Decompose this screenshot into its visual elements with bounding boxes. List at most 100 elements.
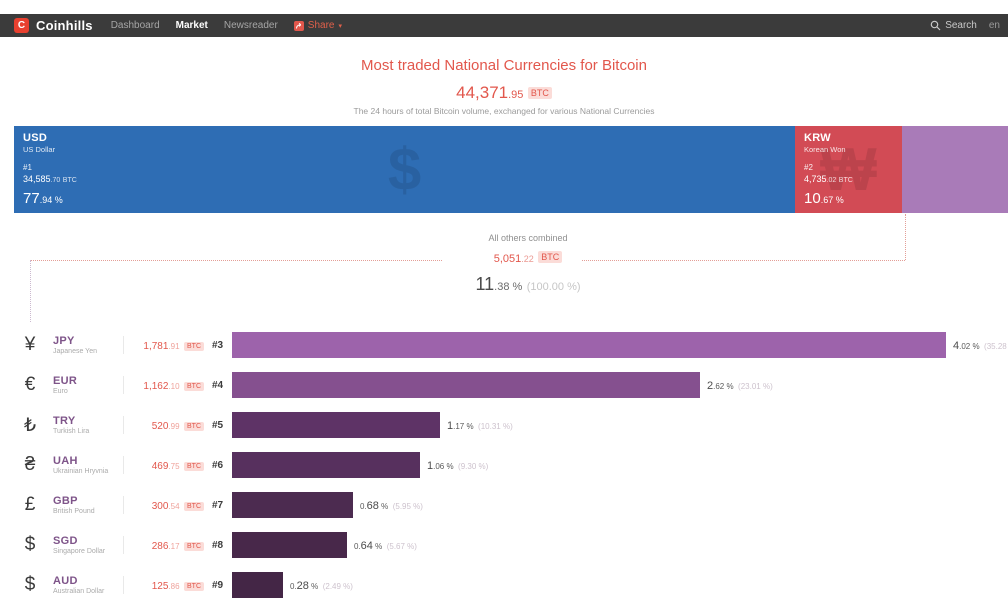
divider	[123, 536, 124, 554]
divider	[123, 376, 124, 394]
nav-newsreader[interactable]: Newsreader	[223, 20, 278, 31]
share-icon	[293, 20, 304, 31]
currency-code: UAH	[53, 455, 78, 467]
currency-symbol-icon: ₺	[23, 414, 37, 436]
volume-btc: 1,162.10 BTC	[124, 376, 204, 394]
volume-btc: 520.99 BTC	[124, 416, 204, 434]
dotted-line-horizontal-right	[582, 260, 905, 261]
btc-unit-badge: BTC	[184, 382, 204, 391]
currency-row[interactable]: £ GBP British Pound 300.54 BTC #7 0.68 %…	[0, 485, 1008, 525]
btc-unit-badge: BTC	[184, 582, 204, 591]
currency-name: British Pound	[53, 508, 95, 515]
page-subtitle: The 24 hours of total Bitcoin volume, ex…	[353, 106, 655, 116]
page: C Coinhills Dashboard Market Newsreader …	[0, 14, 1008, 605]
currency-row[interactable]: ¥ JPY Japanese Yen 1,781.91 BTC #3 4.02 …	[0, 325, 1008, 365]
btc-unit-badge: BTC	[184, 422, 204, 431]
volume-bar[interactable]	[232, 572, 283, 598]
others-connector: All others combined 5,051.22 BTC 11.38 %…	[0, 213, 1008, 325]
volume-btc: 1,781.91 BTC	[124, 336, 204, 354]
nav-dashboard[interactable]: Dashboard	[110, 20, 160, 31]
currency-row[interactable]: $ SGD Singapore Dollar 286.17 BTC #8 0.6…	[0, 525, 1008, 565]
currency-label: EUR Euro	[46, 375, 123, 395]
rank-label: #9	[212, 579, 224, 591]
volume-bar[interactable]	[232, 372, 700, 398]
currency-code: GBP	[53, 495, 78, 507]
currency-name: Turkish Lira	[53, 428, 90, 435]
currency-symbol-icon: £	[24, 494, 36, 515]
currency-symbol-icon: $	[24, 534, 36, 555]
currency-label: TRY Turkish Lira	[46, 415, 123, 435]
currency-list: ¥ JPY Japanese Yen 1,781.91 BTC #3 4.02 …	[0, 325, 1008, 605]
won-watermark-icon: ₩	[820, 135, 877, 203]
chevron-down-icon: ▾	[338, 22, 342, 30]
currency-name: Euro	[53, 388, 68, 395]
volume-bar[interactable]	[232, 452, 420, 478]
search-label: Search	[945, 20, 977, 31]
volume-bar[interactable]	[232, 532, 347, 558]
currency-label: AUD Australian Dollar	[46, 575, 123, 595]
segment-rank: #2	[804, 163, 813, 172]
top-share-bar: $ USD US Dollar #1 34,585.70 BTC 77.94 %…	[14, 126, 1008, 213]
btc-unit-badge: BTC	[184, 542, 204, 551]
share-percent: 0.28 % (2.49 %)	[290, 580, 353, 592]
share-percent: 4.02 % (35.28 %)	[953, 340, 1008, 352]
currency-name: Singapore Dollar	[53, 548, 106, 555]
currency-symbol-icon: $	[24, 574, 36, 595]
currency-row[interactable]: ₺ TRY Turkish Lira 520.99 BTC #5 1.17 % …	[0, 405, 1008, 445]
share-menu[interactable]: Share ▾	[293, 20, 342, 31]
segment-name: Korean Won	[804, 145, 846, 154]
btc-unit-badge: BTC	[184, 502, 204, 511]
currency-label: SGD Singapore Dollar	[46, 535, 123, 555]
currency-label: JPY Japanese Yen	[46, 335, 123, 355]
currency-row[interactable]: € EUR Euro 1,162.10 BTC #4 2.62 % (23.01…	[0, 365, 1008, 405]
dotted-line-vertical-left	[30, 260, 31, 322]
total-int: 44,371	[456, 83, 509, 102]
volume-btc: 286.17 BTC	[124, 536, 204, 554]
currency-code: EUR	[53, 375, 78, 387]
others-volume: 5,051.22 BTC	[358, 249, 698, 267]
currency-row[interactable]: $ AUD Australian Dollar 125.86 BTC #9 0.…	[0, 565, 1008, 605]
rank-label: #7	[212, 499, 224, 511]
nav-market[interactable]: Market	[175, 20, 208, 31]
coinhills-logo[interactable]: C	[14, 18, 29, 33]
divider	[123, 456, 124, 474]
btc-unit-badge: BTC	[184, 342, 204, 351]
rank-label: #8	[212, 539, 224, 551]
volume-btc: 469.75 BTC	[124, 456, 204, 474]
divider	[123, 416, 124, 434]
dollar-watermark-icon: $	[387, 135, 422, 203]
segment-percent: 10.67 %	[804, 190, 844, 207]
segment-volume: 34,585.70 BTC	[23, 174, 77, 184]
currency-label: GBP British Pound	[46, 495, 123, 515]
top-navbar: C Coinhills Dashboard Market Newsreader …	[0, 14, 1008, 37]
segment-usd[interactable]: $ USD US Dollar #1 34,585.70 BTC 77.94 %	[14, 126, 795, 213]
rank-label: #4	[212, 379, 224, 391]
brand-name[interactable]: Coinhills	[36, 18, 93, 33]
segment-others[interactable]	[902, 126, 1008, 213]
volume-bar[interactable]	[232, 492, 353, 518]
total-dec: .95	[508, 89, 524, 101]
rank-label: #5	[212, 419, 224, 431]
dotted-line-horizontal-left	[30, 260, 442, 261]
share-label: Share	[307, 20, 335, 31]
share-percent: 0.68 % (5.95 %)	[360, 500, 423, 512]
currency-row[interactable]: ₴ UAH Ukrainian Hryvnia 469.75 BTC #6 1.…	[0, 445, 1008, 485]
search-button[interactable]: Search	[930, 20, 977, 31]
currency-symbol-icon: ₴	[24, 454, 36, 475]
volume-bar[interactable]	[232, 412, 440, 438]
segment-name: US Dollar	[23, 145, 56, 154]
others-summary: All others combined 5,051.22 BTC 11.38 %…	[358, 233, 698, 295]
segment-krw[interactable]: ₩ KRW Korean Won #2 4,735.02 BTC 10.67 %	[795, 126, 902, 213]
btc-unit-badge: BTC	[184, 462, 204, 471]
currency-label: UAH Ukrainian Hryvnia	[46, 455, 123, 475]
segment-percent: 77.94 %	[23, 190, 63, 207]
volume-bar[interactable]	[232, 332, 946, 358]
currency-symbol-icon: ¥	[24, 334, 36, 355]
others-percent: 11.38 % (100.00 %)	[475, 274, 581, 294]
segment-code: USD	[23, 132, 48, 144]
language-selector[interactable]: en	[988, 20, 1000, 31]
dotted-line-vertical-right	[905, 214, 906, 260]
currency-symbol-icon: €	[24, 374, 36, 395]
total-volume: 44,371.95 BTC	[0, 83, 1008, 103]
volume-btc: 300.54 BTC	[124, 496, 204, 514]
